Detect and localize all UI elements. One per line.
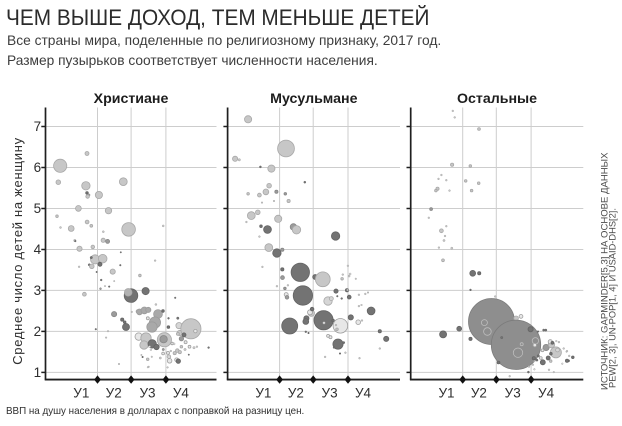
svg-text:У1: У1: [73, 386, 89, 401]
svg-text:У3: У3: [139, 386, 155, 401]
svg-text:5: 5: [34, 201, 42, 216]
svg-text:У3: У3: [322, 386, 338, 401]
svg-text:У2: У2: [106, 386, 122, 401]
svg-text:4: 4: [34, 242, 42, 257]
svg-text:PEW[2, 3], UN-POP[1, 4] И USAI: PEW[2, 3], UN-POP[1, 4] И USAID-DHS[2].: [608, 208, 618, 388]
svg-text:У1: У1: [438, 386, 454, 401]
svg-text:У4: У4: [538, 386, 555, 401]
svg-text:Среднее число детей на женщину: Среднее число детей на женщину: [10, 137, 25, 365]
svg-text:Христиане: Христиане: [94, 91, 169, 107]
svg-text:У2: У2: [288, 386, 304, 401]
svg-text:7: 7: [34, 119, 42, 134]
svg-text:У1: У1: [255, 386, 271, 401]
svg-text:У4: У4: [355, 386, 372, 401]
svg-text:Мусульмане: Мусульмане: [270, 91, 357, 107]
svg-text:2: 2: [34, 324, 42, 339]
svg-text:6: 6: [34, 160, 42, 175]
svg-text:ИСТОЧНИК: GAPMINDER[5,3] НА ОС: ИСТОЧНИК: GAPMINDER[5,3] НА ОСНОВЕ ДАННЫ…: [599, 153, 609, 391]
svg-text:У3: У3: [505, 386, 521, 401]
svg-text:У4: У4: [173, 386, 190, 401]
svg-text:1: 1: [34, 365, 42, 380]
svg-text:У2: У2: [471, 386, 487, 401]
svg-text:Остальные: Остальные: [457, 91, 537, 107]
svg-text:3: 3: [34, 283, 42, 298]
